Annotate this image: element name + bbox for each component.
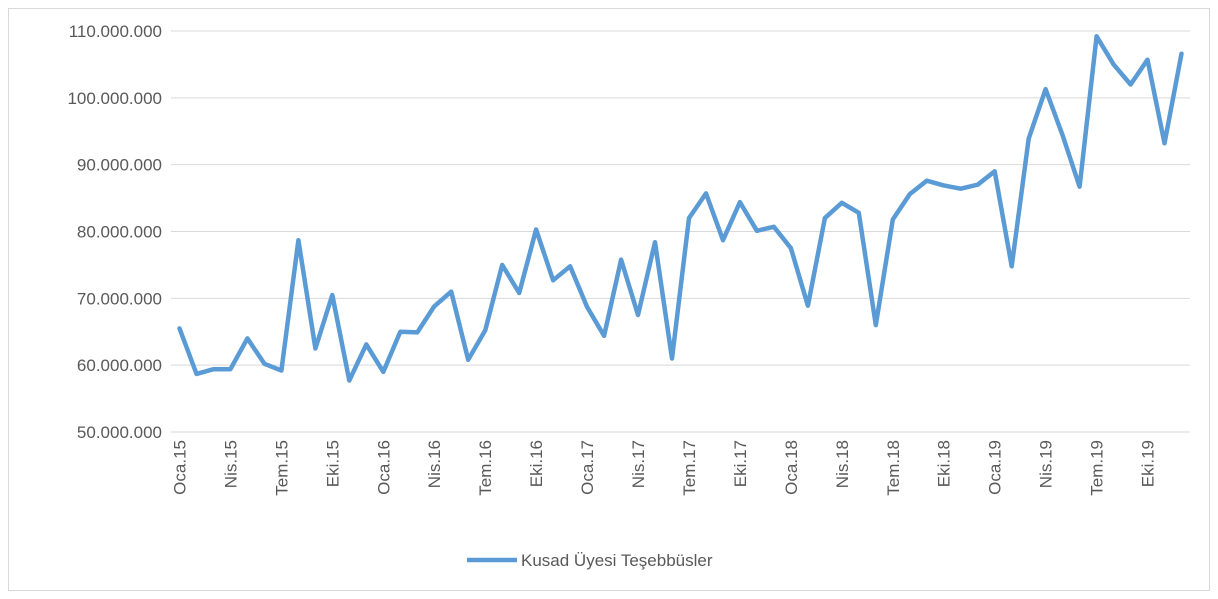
y-tick-label: 70.000.000 bbox=[77, 289, 162, 308]
y-tick-label: 80.000.000 bbox=[77, 223, 162, 242]
legend-label: Kusad Üyesi Teşebbüsler bbox=[521, 551, 713, 570]
y-tick-label: 60.000.000 bbox=[77, 356, 162, 375]
x-tick-label: Tem.15 bbox=[272, 440, 291, 496]
y-tick-label: 50.000.000 bbox=[77, 423, 162, 442]
x-tick-label: Tem.17 bbox=[680, 440, 699, 496]
x-tick-label: Eki.18 bbox=[935, 440, 954, 487]
x-tick-label: Nis.19 bbox=[1037, 440, 1056, 488]
y-tick-label: 110.000.000 bbox=[69, 22, 162, 41]
x-tick-label: Oca.15 bbox=[170, 440, 189, 495]
chart-border bbox=[8, 8, 1210, 591]
y-tick-label: 100.000.000 bbox=[67, 89, 162, 108]
y-tick-label: 90.000.000 bbox=[77, 156, 162, 175]
x-tick-label: Tem.18 bbox=[884, 440, 903, 496]
x-tick-label: Oca.16 bbox=[374, 440, 393, 495]
data-line bbox=[177, 34, 1184, 383]
x-tick-label: Oca.19 bbox=[986, 440, 1005, 495]
x-tick-label: Eki.15 bbox=[323, 440, 342, 487]
x-tick-label: Eki.16 bbox=[527, 440, 546, 487]
x-tick-label: Nis.15 bbox=[221, 440, 240, 488]
x-tick-label: Tem.19 bbox=[1088, 440, 1107, 496]
x-tick-label: Oca.17 bbox=[578, 440, 597, 495]
x-tick-label: Nis.18 bbox=[833, 440, 852, 488]
x-tick-label: Nis.17 bbox=[629, 440, 648, 488]
x-tick-label: Tem.16 bbox=[476, 440, 495, 496]
x-tick-label: Oca.18 bbox=[782, 440, 801, 495]
x-tick-label: Eki.19 bbox=[1139, 440, 1158, 487]
x-tick-label: Eki.17 bbox=[731, 440, 750, 487]
x-tick-label: Nis.16 bbox=[425, 440, 444, 488]
